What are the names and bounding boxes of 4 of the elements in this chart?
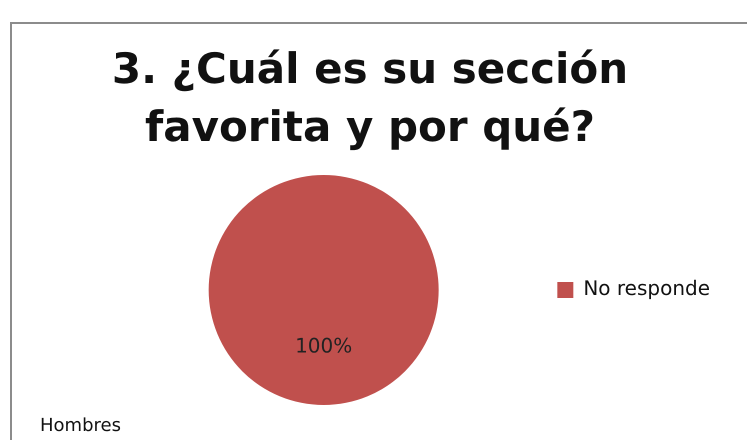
text: Hombres [40,415,121,436]
legend-label: No responde [583,276,710,300]
chart-title: 3. ¿Cuál es su sección favorita y por qué? [110,43,630,153]
data-label: 100% [295,334,352,358]
